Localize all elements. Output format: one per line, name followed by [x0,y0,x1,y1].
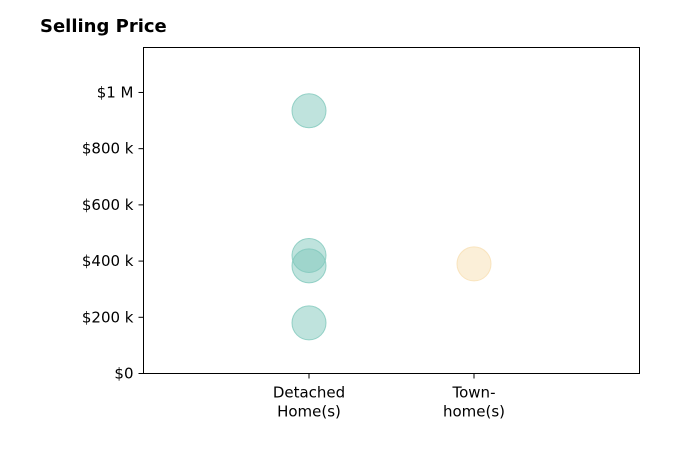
plot-frame [143,47,640,374]
data-point [291,305,327,341]
data-point [291,248,327,284]
data-point [291,93,327,129]
chart-title: Selling Price [40,16,167,37]
y-tick-label: $1 M [97,83,134,101]
x-tick-label: Detached [273,384,345,402]
y-tick-label: $0 [114,365,133,383]
x-tick-label: Town- [452,384,496,402]
y-axis: $0 $200 k $400 k $600 k $800 k $1 M [82,83,144,383]
y-tick-label: $400 k [82,252,134,270]
y-tick-label: $200 k [82,308,134,326]
y-tick-label: $600 k [82,196,134,214]
points-layer [291,93,492,341]
x-tick-label: home(s) [443,403,505,421]
x-tick-label: Home(s) [277,403,341,421]
data-point [456,246,492,282]
y-tick-label: $800 k [82,140,134,158]
